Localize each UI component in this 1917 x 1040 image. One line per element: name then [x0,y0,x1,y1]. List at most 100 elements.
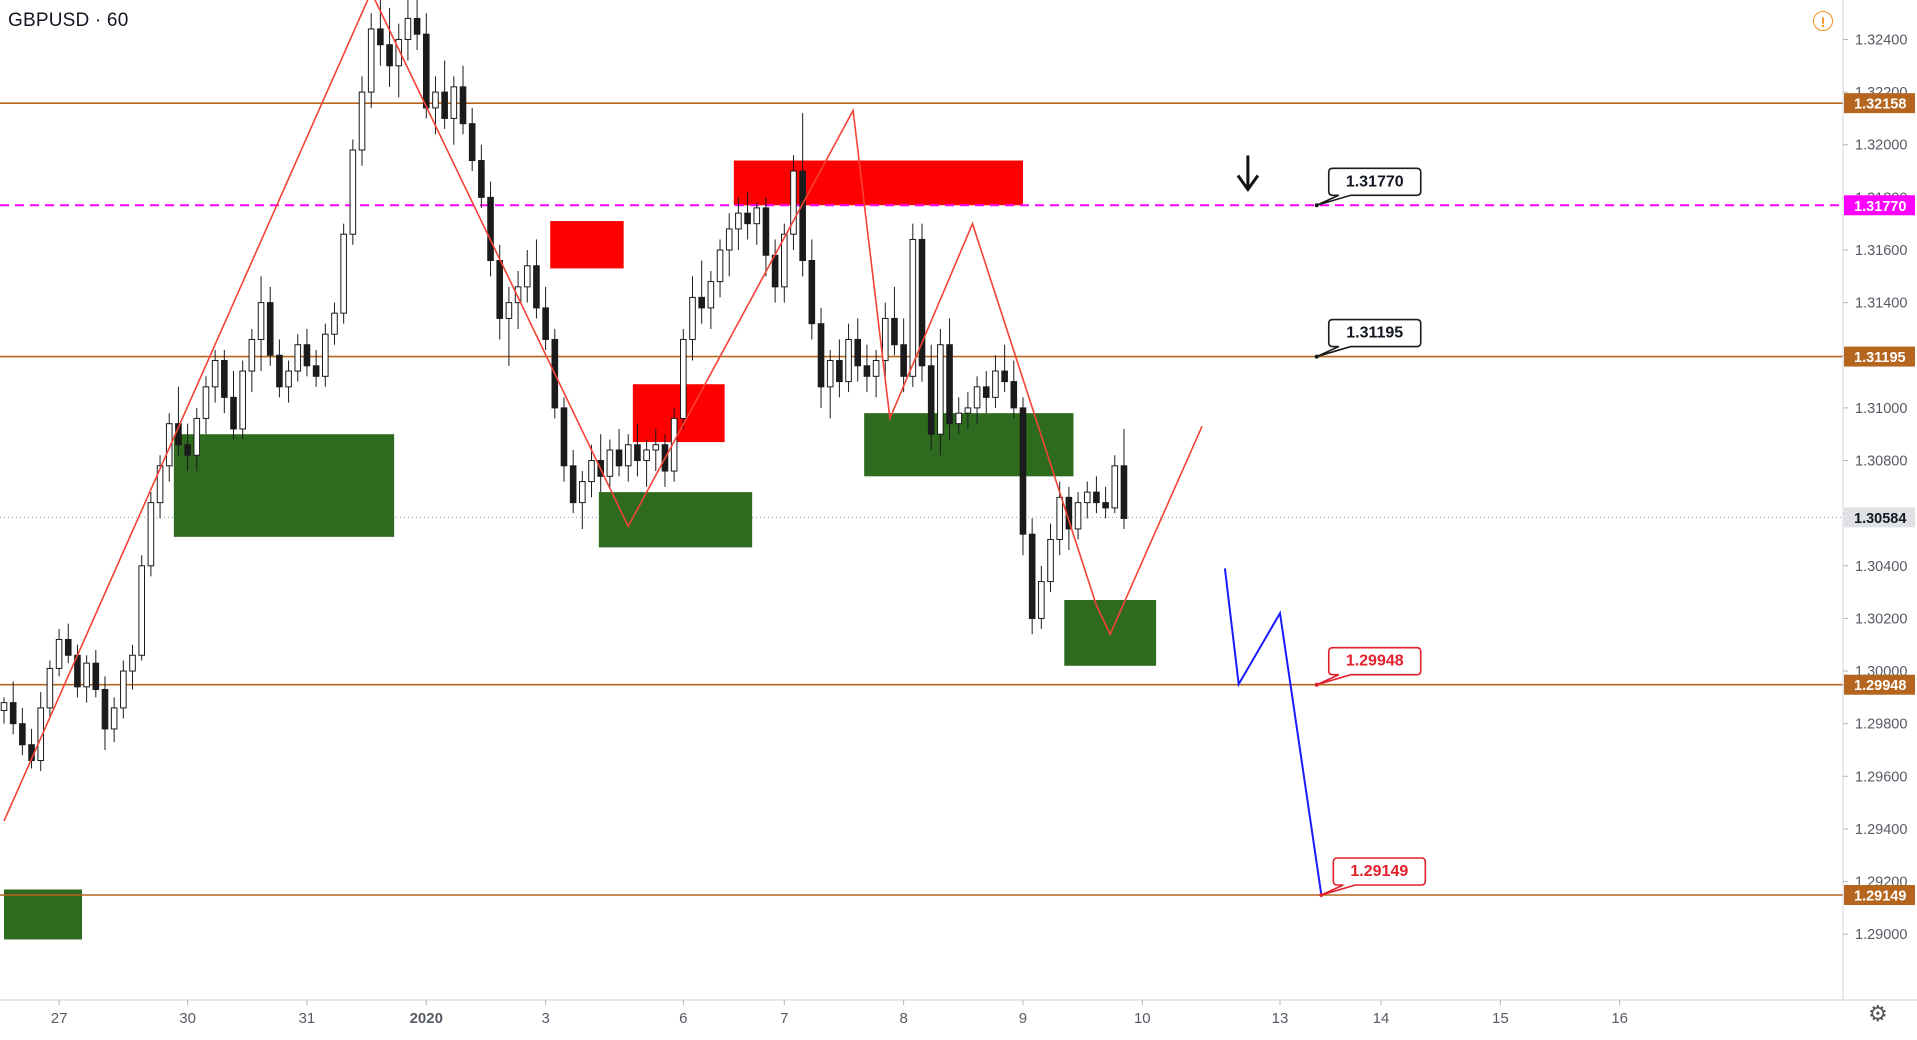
candle-body [395,38,403,67]
candle-body [725,228,733,251]
zones-layer [4,160,1157,940]
candle-body [900,344,907,377]
candle-body [707,281,715,309]
candle-body [817,323,825,388]
candle-body [634,444,641,462]
price-tag [1844,507,1915,528]
candle-body [836,360,843,383]
candle-body [230,396,237,430]
candle-body [101,688,109,730]
candle-body [1047,538,1054,583]
price-callout: 1.31195 [1314,318,1422,359]
candle-body [239,370,246,430]
candle-body [386,44,393,67]
supply-zone [733,160,1023,206]
candle-body [367,28,375,93]
candle-body [992,370,999,398]
y-tick-label: 1.30200 [1855,611,1907,627]
price-tag [1844,885,1915,905]
callout-label: 1.31770 [1346,173,1404,190]
callout-box [1316,318,1422,358]
callout-box [1316,167,1422,207]
x-tick-label: 9 [1019,1010,1027,1027]
candle-body [1093,491,1100,504]
projection-path [1223,568,1323,895]
candle-body [138,565,145,656]
candle-body [790,170,797,235]
candle-body [680,338,687,419]
candle-body [505,302,513,319]
candle-body [982,386,990,398]
demand-zone [864,413,1074,477]
candle-body [579,481,586,504]
x-tick-label: 27 [51,1010,68,1027]
price-callout: 1.29149 [1319,857,1427,897]
price-tag [1844,674,1915,695]
candle-body [1038,581,1045,619]
x-tick-label: 10 [1134,1010,1151,1027]
y-tick-label: 1.31600 [1855,243,1907,259]
candle-body [129,654,136,672]
callout-label: 1.31195 [1346,325,1403,342]
candle-body [927,365,935,435]
candle-body [762,207,770,256]
callouts-layer: 1.31770 1.31195 1.29948 1.29149 [1314,167,1427,897]
gear-icon[interactable]: ⚙ [1868,1001,1888,1026]
callout-box [1316,646,1422,686]
candle-body [1001,370,1008,383]
alert-circle-icon[interactable]: ! [1813,11,1833,31]
y-tick-label: 1.31400 [1855,296,1907,312]
price-tag-label: 1.31770 [1854,199,1906,215]
candle-body [294,344,302,372]
candle-body [799,170,806,262]
candle-body [156,465,164,504]
price-callout: 1.29948 [1314,646,1422,687]
candle-body [441,91,448,119]
candle-body [973,386,981,409]
price-axis[interactable]: 1.324001.322001.320001.318001.316001.314… [1842,0,1917,1035]
candle-body [744,212,751,225]
candle-body [322,333,329,377]
candle-body [46,667,54,709]
candle-body [468,123,476,162]
time-axis[interactable]: 27 30 31 2020 3 6 7 8 9 10 13 14 15 16 [0,999,1917,1035]
y-tick-label: 1.30400 [1855,559,1907,575]
price-tag-label: 1.32158 [1854,97,1906,113]
candle-body [1028,533,1036,619]
candle-body [615,449,623,467]
arrow-down-icon [1236,174,1260,193]
candle-body [147,502,155,567]
x-tick-label: 30 [179,1010,196,1027]
symbol-title[interactable]: GBPUSD · 60 [8,10,129,31]
demand-zone [173,434,395,537]
candle-body [753,207,761,225]
candle-body [266,302,274,356]
candle-body [331,312,338,335]
candle-body [514,286,522,304]
candle-body [221,360,228,398]
candle-body [808,260,816,325]
candle-body [358,91,366,151]
candle-body [64,638,72,656]
candle-body [937,344,944,435]
candle-body [211,360,219,388]
candle-body [1019,407,1027,535]
candle-body [1010,381,1018,409]
candle-body [496,260,504,319]
zigzag-line [3,0,1203,822]
time-axis-bg [0,1000,1917,1035]
candle-body [110,707,118,730]
x-tick-label: 3 [541,1010,549,1027]
candle-body [854,338,862,367]
price-tag [1844,195,1915,216]
candle-body [478,160,485,198]
candle-body [689,296,696,340]
y-tick-label: 1.29600 [1855,769,1907,785]
candle-body [340,233,347,314]
x-tick-label: 31 [299,1010,316,1027]
candle-body [909,238,917,377]
callout-label: 1.29149 [1350,863,1408,880]
candle-body [83,662,90,688]
